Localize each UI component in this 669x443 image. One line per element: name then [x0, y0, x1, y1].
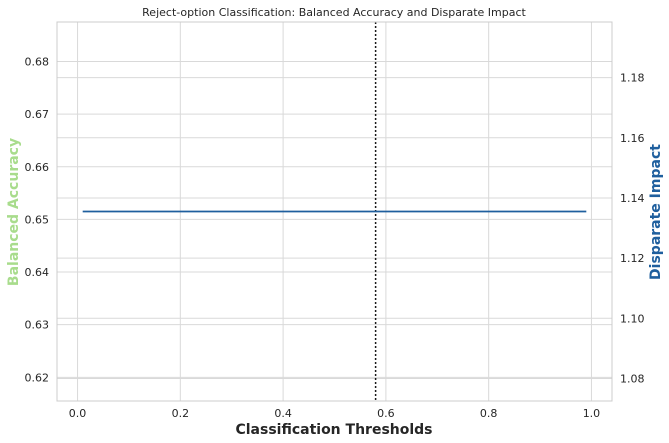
left-y-axis-label: Balanced Accuracy — [6, 138, 22, 286]
left-y-tick-label: 0.65 — [25, 213, 50, 226]
right-y-tick-label: 1.10 — [620, 312, 645, 325]
x-tick-label: 0.4 — [274, 407, 292, 420]
left-y-tick-label: 0.66 — [25, 161, 50, 174]
right-y-tick-label: 1.14 — [620, 192, 645, 205]
x-tick-label: 0.2 — [172, 407, 190, 420]
left-y-tick-label: 0.67 — [25, 108, 50, 121]
left-y-tick-label: 0.63 — [25, 319, 50, 332]
grid — [57, 22, 612, 401]
right-y-tick-label: 1.12 — [620, 252, 645, 265]
right-y-tick-label: 1.18 — [620, 72, 645, 85]
chart-title: Reject-option Classification: Balanced A… — [142, 6, 526, 19]
right-y-axis-ticks: 1.08 1.10 1.12 1.14 1.16 1.18 — [620, 72, 645, 386]
x-axis-label: Classification Thresholds — [235, 422, 432, 438]
left-y-tick-label: 0.64 — [25, 266, 50, 279]
right-y-tick-label: 1.16 — [620, 132, 645, 145]
x-tick-label: 0.6 — [377, 407, 395, 420]
x-tick-label: 1.0 — [583, 407, 601, 420]
x-tick-label: 0.8 — [480, 407, 498, 420]
plot-frame — [56, 21, 613, 402]
right-y-tick-label: 1.08 — [620, 372, 645, 385]
x-tick-label: 0.0 — [69, 407, 87, 420]
left-y-tick-label: 0.68 — [25, 55, 50, 68]
left-y-axis-ticks: 0.62 0.63 0.64 0.65 0.66 0.67 0.68 — [25, 55, 50, 384]
left-y-tick-label: 0.62 — [25, 371, 50, 384]
x-axis-ticks: 0.0 0.2 0.4 0.6 0.8 1.0 — [69, 407, 600, 420]
right-y-axis-label: Disparate Impact — [648, 144, 664, 280]
